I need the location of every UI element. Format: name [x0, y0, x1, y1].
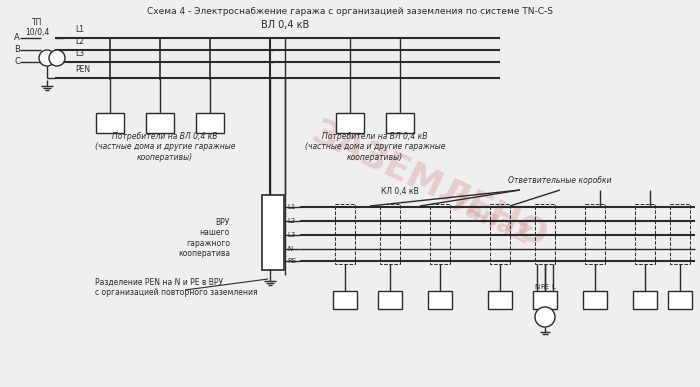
Text: L2: L2: [287, 218, 295, 224]
Bar: [428, 291, 452, 309]
Bar: [533, 291, 557, 309]
Text: ЗАЗЕМЛЕНО: ЗАЗЕМЛЕНО: [307, 116, 553, 255]
Text: C: C: [14, 58, 20, 67]
Text: RE: RE: [287, 258, 296, 264]
Text: Разделение PEN на N и PE в ВРУ
с организацией повторного заземления: Разделение PEN на N и PE в ВРУ с организ…: [95, 278, 258, 297]
Text: Потребители на ВЛ 0,4 кВ
(частные дома и другие гаражные
кооперативы): Потребители на ВЛ 0,4 кВ (частные дома и…: [304, 132, 445, 162]
Bar: [96, 113, 124, 133]
Bar: [668, 291, 692, 309]
Bar: [336, 113, 364, 133]
Text: КЛ 0,4 кВ: КЛ 0,4 кВ: [381, 187, 419, 196]
Bar: [430, 204, 450, 264]
Bar: [380, 204, 400, 264]
Text: Потребители на ВЛ 0,4 кВ
(частные дома и другие гаражные
кооперативы): Потребители на ВЛ 0,4 кВ (частные дома и…: [94, 132, 235, 162]
Text: L3: L3: [287, 232, 295, 238]
Bar: [262, 195, 284, 270]
Circle shape: [535, 307, 555, 327]
Text: L1: L1: [287, 204, 295, 210]
Bar: [335, 204, 355, 264]
Text: L2: L2: [75, 37, 84, 46]
Circle shape: [49, 50, 65, 66]
Text: PEN: PEN: [75, 65, 90, 74]
Text: 7апаZ: 7апаZ: [446, 191, 534, 249]
Bar: [670, 204, 690, 264]
Bar: [386, 113, 414, 133]
Text: L3: L3: [75, 49, 84, 58]
Circle shape: [39, 50, 55, 66]
Bar: [583, 291, 607, 309]
Text: Схема 4 - Электроснабжение гаража с организацией заземления по системе TN-C-S: Схема 4 - Электроснабжение гаража с орга…: [147, 7, 553, 16]
Text: A: A: [14, 34, 20, 43]
Bar: [633, 291, 657, 309]
Bar: [146, 113, 174, 133]
Text: Ответвительные коробки: Ответвительные коробки: [508, 176, 612, 185]
Text: L: L: [551, 284, 555, 290]
Text: B: B: [14, 46, 20, 55]
Text: ВРУ
нашего
гаражного
кооператива: ВРУ нашего гаражного кооператива: [178, 218, 230, 258]
Bar: [585, 204, 605, 264]
Bar: [196, 113, 224, 133]
Text: N: N: [534, 284, 540, 290]
Text: L1: L1: [75, 25, 84, 34]
Bar: [378, 291, 402, 309]
Text: ВЛ 0,4 кВ: ВЛ 0,4 кВ: [261, 20, 309, 30]
Bar: [333, 291, 357, 309]
Text: RE: RE: [540, 284, 550, 290]
Bar: [635, 204, 655, 264]
Bar: [535, 204, 555, 264]
Text: ТП
10/0,4: ТП 10/0,4: [25, 18, 49, 38]
Text: N: N: [287, 246, 293, 252]
Bar: [490, 204, 510, 264]
Bar: [488, 291, 512, 309]
